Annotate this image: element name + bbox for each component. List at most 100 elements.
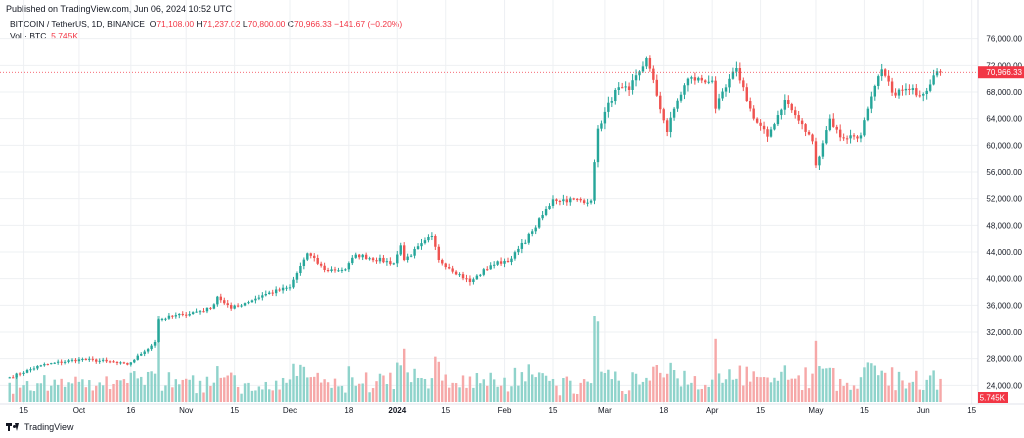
- volume-bar: [870, 363, 873, 402]
- volume-bar: [50, 385, 53, 402]
- candle-body: [257, 297, 261, 299]
- volume-bar: [247, 382, 250, 402]
- volume-bar: [91, 390, 94, 402]
- candle-body: [717, 98, 721, 109]
- x-tick-label: 18: [659, 406, 668, 415]
- candle-body: [607, 102, 610, 112]
- volume-bar: [524, 381, 527, 402]
- volume-bar: [174, 379, 178, 402]
- volume-bar: [863, 367, 866, 402]
- candle-body: [468, 278, 472, 282]
- candle-body: [769, 129, 773, 137]
- x-tick-label: Oct: [73, 406, 86, 415]
- candle-body: [8, 377, 11, 379]
- candle-body: [420, 243, 423, 247]
- volume-bar: [326, 382, 330, 402]
- time-axis[interactable]: 15 Oct 16 Nov 15 Dec 18 2024 15 Feb 15 Mar 18 Apr 15 Ma…: [19, 406, 977, 415]
- volume-bar: [544, 375, 548, 402]
- volume-bar: [797, 375, 800, 402]
- candle-body: [430, 236, 434, 238]
- volume-bar: [818, 366, 821, 402]
- candle-body: [174, 315, 178, 317]
- candle-body: [766, 129, 769, 137]
- y-tick-label: 32,000.00: [986, 328, 1022, 337]
- volume-bar: [402, 348, 406, 402]
- x-tick-label: Nov: [179, 406, 193, 415]
- candle-body: [178, 313, 181, 316]
- candle-body: [638, 71, 641, 76]
- volume-bar: [268, 389, 271, 402]
- candle-body: [70, 359, 74, 361]
- y-tick-label: 52,000.00: [986, 195, 1022, 204]
- candle-body: [160, 318, 164, 320]
- volume-bar: [181, 379, 184, 402]
- x-tick-label: Feb: [498, 406, 512, 415]
- volume-bar: [292, 363, 295, 402]
- x-tick-label: 18: [344, 406, 353, 415]
- volume-bar: [101, 385, 105, 402]
- candle-body: [800, 120, 804, 125]
- volume-bar: [337, 386, 340, 402]
- volume-bar: [842, 385, 845, 402]
- candle-body: [108, 361, 112, 363]
- legend-close: C70,966.33: [287, 19, 332, 29]
- legend-high: H71,237.02: [196, 19, 241, 29]
- candle-body: [655, 79, 659, 96]
- volume-bar: [849, 389, 852, 402]
- x-tick-label: Jun: [917, 406, 930, 415]
- candle-body: [641, 66, 645, 72]
- volume-bar: [53, 379, 56, 402]
- volume-bar: [358, 383, 361, 402]
- volume-bar: [396, 362, 399, 402]
- volume-bar: [845, 382, 849, 402]
- candle-body: [261, 295, 264, 298]
- volume-bar: [932, 370, 935, 402]
- candle-body: [873, 85, 877, 97]
- candle-body: [600, 123, 603, 129]
- volume-bar: [243, 383, 247, 402]
- volume-bar: [749, 381, 752, 402]
- volume-bar: [63, 386, 67, 402]
- price-axis[interactable]: 24,000.00 28,000.00 32,000.00 36,000.00 40,0…: [978, 35, 1024, 403]
- candle-body: [524, 242, 527, 244]
- volume-bar: [600, 371, 603, 402]
- candle-body: [749, 101, 752, 109]
- candle-body: [828, 118, 832, 131]
- volume-bar: [146, 371, 150, 402]
- volume-bar: [434, 356, 437, 402]
- volume-bar: [638, 384, 641, 402]
- volume-bar: [537, 372, 541, 402]
- volume-bar: [15, 376, 18, 402]
- candle-body: [271, 292, 274, 294]
- legend-change: −141.67 (−0.20%): [334, 19, 403, 29]
- volume-bar: [825, 368, 828, 402]
- volume-bar: [319, 382, 323, 402]
- volume-bar: [911, 381, 915, 402]
- candle-body: [399, 245, 402, 255]
- candle-body: [202, 311, 205, 313]
- volume-bar: [534, 377, 537, 402]
- volume-bar: [766, 377, 769, 402]
- volume-bar: [724, 379, 728, 402]
- candle-body: [226, 303, 229, 306]
- volume-bar: [468, 376, 472, 402]
- candle-body: [859, 135, 863, 139]
- candle-body: [392, 263, 396, 265]
- candle-body: [39, 365, 43, 367]
- volume-bar: [901, 380, 904, 402]
- candle-body: [541, 214, 544, 219]
- candle-body: [143, 351, 146, 354]
- volume-bar: [887, 385, 890, 402]
- candle-body: [11, 377, 15, 379]
- candle-body: [887, 75, 890, 82]
- volume-bar: [378, 373, 382, 402]
- last-price-label: 70,966.33: [986, 68, 1022, 77]
- candle-body: [281, 287, 285, 291]
- candle-body: [479, 274, 482, 276]
- candle-body: [558, 200, 562, 202]
- volume-bar: [441, 380, 444, 402]
- candle-body: [665, 120, 669, 132]
- candle-body: [714, 80, 717, 109]
- volume-bar: [25, 381, 29, 402]
